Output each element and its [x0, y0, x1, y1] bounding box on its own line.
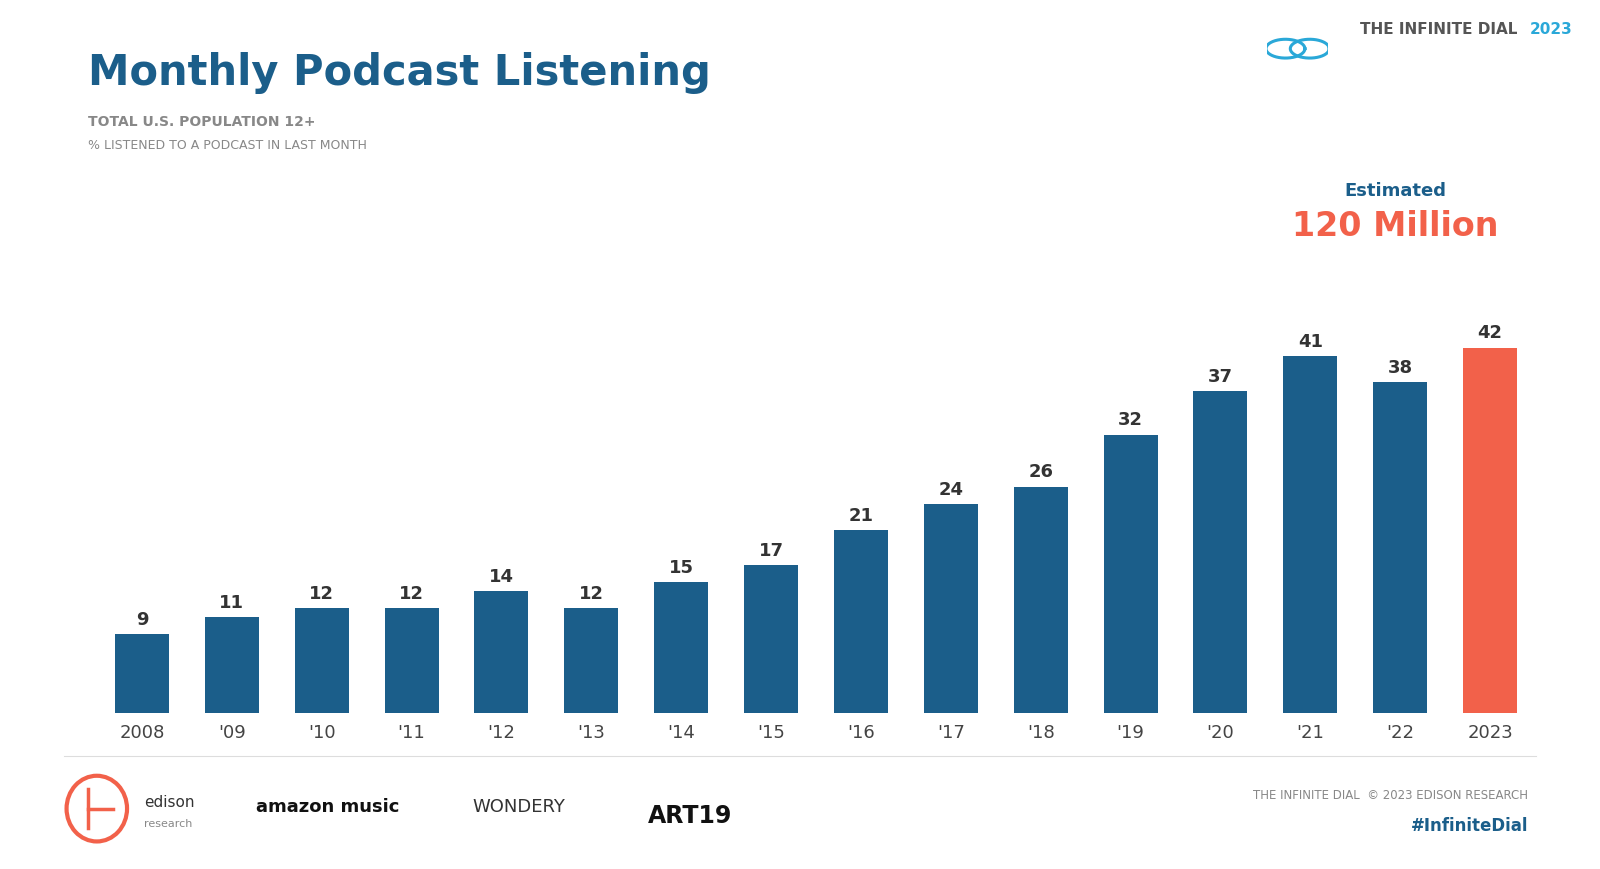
- Text: 12: 12: [398, 585, 424, 603]
- Text: ART19: ART19: [648, 804, 733, 828]
- Bar: [384, 608, 438, 713]
- Bar: [1104, 434, 1157, 713]
- Text: 37: 37: [1208, 368, 1234, 386]
- Bar: [744, 565, 798, 713]
- Bar: [1194, 391, 1248, 713]
- Bar: [1462, 348, 1517, 713]
- Bar: [294, 608, 349, 713]
- Text: edison: edison: [144, 795, 195, 810]
- Text: 26: 26: [1029, 463, 1053, 481]
- Text: % LISTENED TO A PODCAST IN LAST MONTH: % LISTENED TO A PODCAST IN LAST MONTH: [88, 139, 366, 152]
- Bar: [1014, 487, 1067, 713]
- Text: 38: 38: [1387, 359, 1413, 377]
- Text: 2023: 2023: [1530, 22, 1573, 36]
- Text: 21: 21: [848, 507, 874, 525]
- Bar: [654, 582, 709, 713]
- Bar: [923, 504, 978, 713]
- Bar: [565, 608, 618, 713]
- Text: THE INFINITE DIAL: THE INFINITE DIAL: [1360, 22, 1517, 36]
- Text: 14: 14: [490, 567, 514, 586]
- Text: 42: 42: [1477, 324, 1502, 342]
- Text: Estimated: Estimated: [1344, 182, 1446, 201]
- Bar: [1373, 382, 1427, 713]
- Text: THE INFINITE DIAL  © 2023 EDISON RESEARCH: THE INFINITE DIAL © 2023 EDISON RESEARCH: [1253, 789, 1528, 802]
- Text: #InfiniteDial: #InfiniteDial: [1411, 817, 1528, 835]
- Text: Monthly Podcast Listening: Monthly Podcast Listening: [88, 52, 710, 94]
- Text: 12: 12: [309, 585, 334, 603]
- Text: 12: 12: [579, 585, 603, 603]
- Text: 15: 15: [669, 559, 694, 577]
- Text: WONDERY: WONDERY: [472, 798, 565, 816]
- Text: 17: 17: [758, 541, 784, 560]
- Bar: [475, 591, 528, 713]
- Text: 24: 24: [938, 481, 963, 499]
- Bar: [205, 617, 259, 713]
- Bar: [834, 530, 888, 713]
- Text: amazon music: amazon music: [256, 798, 400, 816]
- Bar: [115, 634, 170, 713]
- Text: 120 Million: 120 Million: [1291, 210, 1499, 243]
- Text: 11: 11: [219, 594, 245, 612]
- Text: 9: 9: [136, 611, 149, 629]
- Text: 32: 32: [1118, 411, 1142, 429]
- Bar: [1283, 356, 1338, 713]
- Text: TOTAL U.S. POPULATION 12+: TOTAL U.S. POPULATION 12+: [88, 115, 315, 129]
- Text: 41: 41: [1298, 333, 1323, 351]
- Text: research: research: [144, 819, 192, 829]
